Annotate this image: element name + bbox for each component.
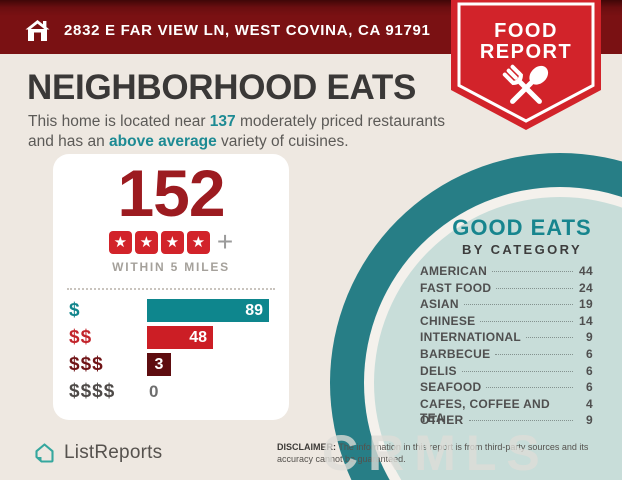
page-title: NEIGHBORHOOD EATS xyxy=(27,68,416,107)
price-level-label: $ xyxy=(69,299,81,321)
subtitle-text: moderately priced restaurants and has an xyxy=(28,113,446,151)
category-count: 4 xyxy=(586,396,593,411)
utensils-icon xyxy=(502,64,549,104)
bar-track: 0 xyxy=(147,380,273,403)
category-count: 6 xyxy=(586,363,593,378)
bar-fill: 3 xyxy=(147,353,171,376)
category-row: AMERICAN 44 xyxy=(420,264,593,281)
restaurant-count: 152 xyxy=(117,156,225,230)
category-row: CHINESE 14 xyxy=(420,314,593,331)
subtitle-text: variety of cuisines. xyxy=(216,133,349,151)
restaurant-stats-card: 152 ★ ★ ★ ★ + WITHIN 5 MILES $89 $$ 48 $$$ 3 $$$$… xyxy=(53,154,289,420)
good-eats-title: GOOD EATS xyxy=(452,215,592,240)
category-name: SEAFOOD xyxy=(420,380,482,395)
category-row: SEAFOOD 6 xyxy=(420,380,593,397)
variety-highlight: above average xyxy=(109,133,217,151)
category-name: OTHER xyxy=(420,413,464,428)
category-row: DELIS 6 xyxy=(420,364,593,381)
disclaimer-text: The information in this report is from t… xyxy=(277,442,589,465)
bar-track: 3 xyxy=(147,353,273,376)
category-row: FAST FOOD 24 xyxy=(420,281,593,298)
star-rating: ★ ★ ★ ★ + xyxy=(53,226,289,257)
category-name: DELIS xyxy=(420,363,457,378)
bar-zero-value: 0 xyxy=(149,382,159,401)
category-name: AMERICAN xyxy=(420,264,488,278)
category-count: 6 xyxy=(586,346,593,361)
star-icon: ★ xyxy=(186,230,210,254)
food-report-badge: FOOD REPORT xyxy=(451,0,601,132)
category-name: BARBECUE xyxy=(420,346,491,361)
badge-line1: FOOD xyxy=(494,20,558,42)
dotted-leader xyxy=(486,387,573,389)
restaurant-count-highlight: 137 xyxy=(209,113,236,130)
category-count: 24 xyxy=(579,280,593,295)
category-count: 9 xyxy=(586,330,593,345)
category-count: 9 xyxy=(586,413,593,428)
category-row: ASIAN 19 xyxy=(420,297,593,314)
crmls-watermark: CRMLS xyxy=(322,425,550,480)
disclaimer: DISCLAIMER: The information in this repo… xyxy=(277,441,602,465)
dotted-divider xyxy=(67,288,275,290)
price-level-label: $$$ xyxy=(69,353,104,375)
category-name: FAST FOOD xyxy=(420,280,492,295)
category-count: 14 xyxy=(579,313,593,328)
category-list: AMERICAN 44 FAST FOOD 24 ASIAN 19 CHINESE 14 INT… xyxy=(420,264,593,430)
category-name: CAFES, COFFEE AND TEA xyxy=(420,396,550,425)
price-level-label: $$ xyxy=(69,326,93,348)
bar-fill: 48 xyxy=(147,326,213,349)
subtitle-text: This home is located near xyxy=(28,113,210,130)
house-icon xyxy=(24,18,51,43)
star-icon: ★ xyxy=(108,230,132,254)
listreports-house-icon xyxy=(33,442,56,464)
price-bar-row: $89 xyxy=(69,299,273,322)
category-row: CAFES, COFFEE AND TEA 4 xyxy=(420,396,593,425)
category-count: 6 xyxy=(586,380,593,395)
dotted-leader xyxy=(468,420,573,422)
price-bar-row: $$ 48 xyxy=(69,326,273,349)
bar-track: 48 xyxy=(147,326,273,349)
star-icon: ★ xyxy=(134,230,158,254)
category-name: CHINESE xyxy=(420,313,476,328)
good-eats-subtitle: BY CATEGORY xyxy=(461,242,583,257)
plus-icon: + xyxy=(216,226,234,257)
radius-label: WITHIN 5 MILES xyxy=(112,260,230,274)
page-subtitle: This home is located near 137 moderately… xyxy=(28,112,456,153)
category-count: 44 xyxy=(579,264,593,278)
dotted-leader xyxy=(492,271,573,272)
star-icon: ★ xyxy=(160,230,184,254)
dotted-leader xyxy=(526,337,573,339)
category-row: BARBECUE 6 xyxy=(420,347,593,364)
dotted-leader xyxy=(480,320,573,322)
disclaimer-label: DISCLAIMER: xyxy=(277,442,336,452)
category-count: 19 xyxy=(579,297,593,312)
badge-line2: REPORT xyxy=(480,41,572,63)
dotted-leader xyxy=(463,304,573,306)
listreports-wordmark: ListReports xyxy=(64,442,163,463)
bar-track: 89 xyxy=(147,299,273,322)
dotted-leader xyxy=(495,353,573,355)
price-level-label: $$$$ xyxy=(69,380,116,402)
property-address: 2832 E FAR VIEW LN, WEST COVINA, CA 9179… xyxy=(64,21,431,39)
category-row: OTHER 9 xyxy=(420,413,593,430)
category-name: INTERNATIONAL xyxy=(420,330,522,345)
listreports-logo: ListReports xyxy=(33,442,162,464)
price-bar-chart: $89 $$ 48 $$$ 3 $$$$ 0 xyxy=(53,299,289,403)
bar-fill: 89 xyxy=(147,299,269,322)
category-name: ASIAN xyxy=(420,297,459,312)
dotted-leader xyxy=(461,370,573,372)
category-row: INTERNATIONAL 9 xyxy=(420,330,593,347)
price-bar-row: $$$$ 0 xyxy=(69,380,273,403)
price-bar-row: $$$ 3 xyxy=(69,353,273,376)
dotted-leader xyxy=(496,287,573,289)
